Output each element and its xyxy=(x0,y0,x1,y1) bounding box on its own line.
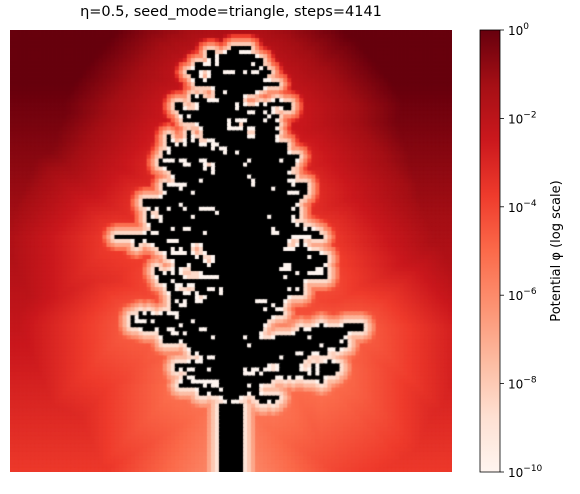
colorbar: 100 10−2 10−4 10−6 10−8 10−10 Potential φ (lo… xyxy=(479,22,564,480)
colorbar-tick-label: 100 xyxy=(508,22,529,38)
colorbar-label: Potential φ (log scale) xyxy=(549,180,564,321)
colorbar-gradient xyxy=(479,29,501,473)
colorbar-tick-label: 10−8 xyxy=(508,376,537,392)
colorbar-tick-label: 10−6 xyxy=(508,287,537,303)
colorbar-ticks: 100 10−2 10−4 10−6 10−8 10−10 xyxy=(500,22,543,480)
colorbar-tick-label: 10−4 xyxy=(508,199,537,215)
chart-title: η=0.5, seed_mode=triangle, steps=4141 xyxy=(80,4,382,20)
colorbar-tick-label: 10−2 xyxy=(508,110,537,126)
potential-heatmap xyxy=(10,30,452,472)
colorbar-tick-label: 10−10 xyxy=(508,464,543,480)
